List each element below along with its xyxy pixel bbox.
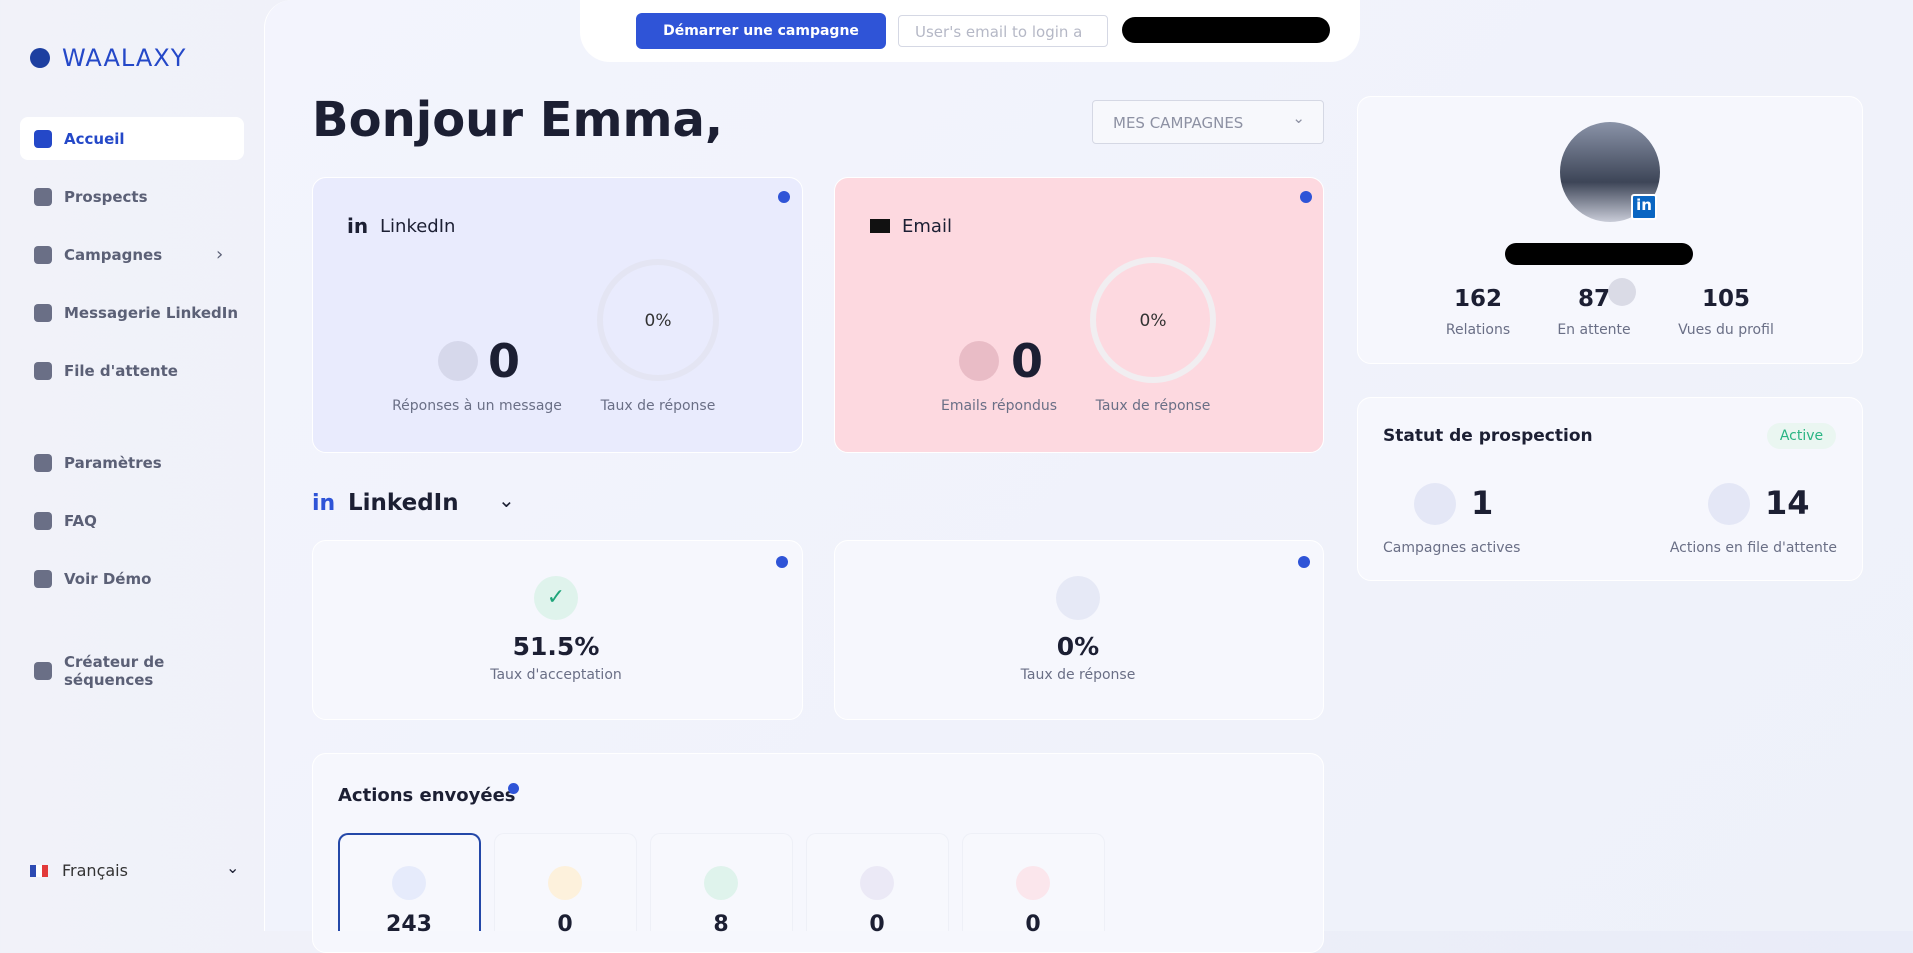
prospection-label: Actions en file d'attente (1669, 540, 1837, 556)
action-value: 0 (1025, 912, 1041, 937)
stat-card (834, 540, 1324, 720)
info-icon[interactable] (1300, 191, 1312, 203)
action-icon (392, 866, 426, 900)
nav-item[interactable]: Prospects (20, 175, 244, 218)
nav-label[interactable]: File d'attente (64, 361, 178, 380)
info-icon[interactable] (1298, 556, 1310, 568)
action-icon (860, 866, 894, 900)
prospection-label: Campagnes actives (1383, 540, 1521, 556)
nav-label[interactable]: Campagnes (64, 245, 163, 264)
count-label: Réponses à un message (392, 398, 562, 414)
stat-label: Taux d'acceptation (490, 667, 622, 683)
profile-stat-label: Vues du profil (1678, 322, 1774, 338)
rocket-icon (1414, 483, 1456, 525)
nav-label[interactable]: Créateur de séquences (64, 652, 165, 689)
nav-label[interactable]: Voir Démo (64, 569, 152, 588)
rate-ring (1090, 257, 1216, 383)
action-value: 8 (713, 912, 729, 937)
action-value: 0 (557, 912, 573, 937)
logo: WAALAXY (62, 44, 187, 72)
info-icon[interactable] (778, 191, 790, 203)
nav-label[interactable]: Messagerie LinkedIn (64, 303, 239, 322)
reply-icon (438, 341, 478, 381)
logo-icon (30, 48, 50, 68)
reply-icon (1056, 576, 1100, 620)
nav-label[interactable]: Accueil (64, 129, 125, 148)
email-icon (870, 219, 890, 233)
stat-card (312, 540, 803, 720)
nav-label[interactable]: Paramètres (64, 453, 162, 472)
prospection-value: 14 (1765, 484, 1810, 522)
section-caret[interactable]: ⌄ (498, 488, 515, 512)
prospection-value: 1 (1471, 484, 1494, 522)
email-input[interactable]: User's email to login a (898, 15, 1108, 47)
linkedin-icon: in (347, 214, 369, 238)
nav-item[interactable]: Accueil (20, 117, 244, 160)
linkedin-icon: in (312, 491, 336, 516)
start-campaign-button[interactable]: Démarrer une campagne (636, 13, 886, 49)
nav-label[interactable]: Prospects (64, 187, 148, 206)
stat-value: 0% (1056, 632, 1100, 661)
profile-stat-value: 162 (1453, 286, 1503, 312)
queue-icon (1708, 483, 1750, 525)
nav-label[interactable]: FAQ (64, 511, 97, 530)
card-title: LinkedIn (380, 216, 456, 237)
count: 0 (1010, 334, 1044, 388)
name-redacted (1505, 243, 1693, 265)
count: 0 (487, 334, 521, 388)
stat-value: 51.5% (512, 632, 600, 661)
rate-ring (597, 259, 719, 381)
nav-item[interactable]: Campagnes › (20, 233, 244, 276)
action-value: 243 (386, 912, 432, 937)
profile-stat-value: 105 (1701, 286, 1751, 312)
prospection-title: Statut de prospection (1383, 426, 1593, 446)
action-value: 0 (869, 912, 885, 937)
card-title: Email (902, 216, 952, 237)
user-redacted (1122, 17, 1330, 43)
email-card (834, 177, 1324, 453)
profile-stat-value: 87 (1577, 286, 1611, 312)
linkedin-card (312, 177, 803, 453)
info-icon[interactable] (508, 783, 519, 794)
profile-stat-label: Relations (1445, 322, 1511, 338)
linkedin-badge: in (1631, 194, 1657, 220)
actions-title: Actions envoyées (338, 785, 516, 806)
reply-icon (959, 341, 999, 381)
nav-item[interactable]: File d'attente (20, 349, 244, 392)
status-badge: Active (1767, 423, 1836, 449)
profile-stat-label: En attente (1557, 322, 1631, 338)
language-caret[interactable]: ⌄ (226, 858, 240, 877)
rate-label: Taux de réponse (1095, 398, 1211, 414)
language[interactable]: Français (62, 861, 128, 880)
button-label[interactable]: Démarrer une campagne (663, 23, 859, 39)
action-icon (704, 866, 738, 900)
flag (30, 865, 48, 877)
info-icon[interactable] (776, 556, 788, 568)
action-icon (1016, 866, 1050, 900)
nav-item[interactable]: Voir Démo (20, 557, 244, 600)
nav-item[interactable]: Créateur de séquences (20, 649, 244, 692)
greeting: Bonjour Emma, (312, 92, 724, 148)
nav-item[interactable]: Paramètres (20, 441, 244, 484)
stat-label: Taux de réponse (1020, 667, 1136, 683)
action-icon (548, 866, 582, 900)
rate: 0% (1139, 311, 1167, 331)
campaign-select[interactable]: MES CAMPAGNES ⌄ (1092, 100, 1324, 144)
count-label: Emails répondus (940, 398, 1058, 414)
nav-item[interactable]: Messagerie LinkedIn (20, 291, 244, 334)
select-label[interactable]: MES CAMPAGNES (1113, 114, 1244, 132)
rate-label: Taux de réponse (600, 398, 716, 414)
delete-icon[interactable] (1608, 278, 1636, 306)
check-icon: ✓ (534, 576, 578, 620)
section-title[interactable]: LinkedIn (348, 490, 459, 516)
rate: 0% (644, 311, 672, 331)
nav-item[interactable]: FAQ (20, 499, 244, 542)
